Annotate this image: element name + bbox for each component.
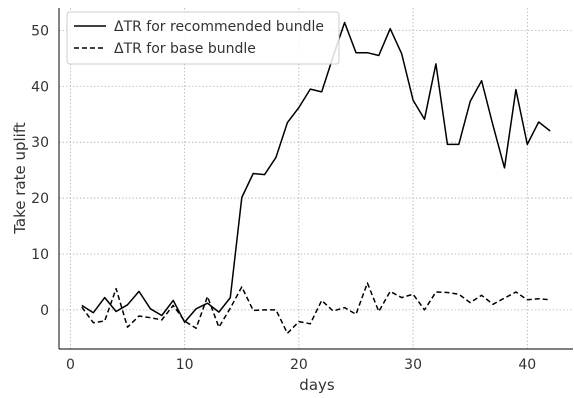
y-tick-label: 0 <box>40 303 49 319</box>
x-tick-labels: 0 10 20 30 40 <box>66 357 536 373</box>
x-tick-label: 30 <box>404 357 422 373</box>
y-tick-labels: 0 10 20 30 40 50 <box>31 23 49 319</box>
legend-label-base: ΔTR for base bundle <box>114 41 256 57</box>
y-tick-label: 20 <box>31 191 49 207</box>
series-lines <box>81 21 551 335</box>
axes <box>58 8 573 350</box>
x-tick-label: 40 <box>518 357 536 373</box>
x-tick-label: 10 <box>176 357 194 373</box>
series-line-1 <box>81 282 551 335</box>
x-tick-label: 20 <box>290 357 308 373</box>
x-axis-label: days <box>299 376 335 394</box>
y-axis-label: Take rate uplift <box>11 122 29 235</box>
y-tick-label: 50 <box>31 23 49 39</box>
grid <box>59 8 573 349</box>
series-line-0 <box>81 21 551 323</box>
legend-box <box>66 11 340 65</box>
y-tick-label: 40 <box>31 79 49 95</box>
legend: ΔTR for recommended bundle ΔTR for base … <box>66 11 340 65</box>
x-tick-label: 0 <box>66 357 75 373</box>
y-tick-label: 30 <box>31 135 49 151</box>
legend-label-recommended: ΔTR for recommended bundle <box>114 19 324 35</box>
y-tick-label: 10 <box>31 247 49 263</box>
